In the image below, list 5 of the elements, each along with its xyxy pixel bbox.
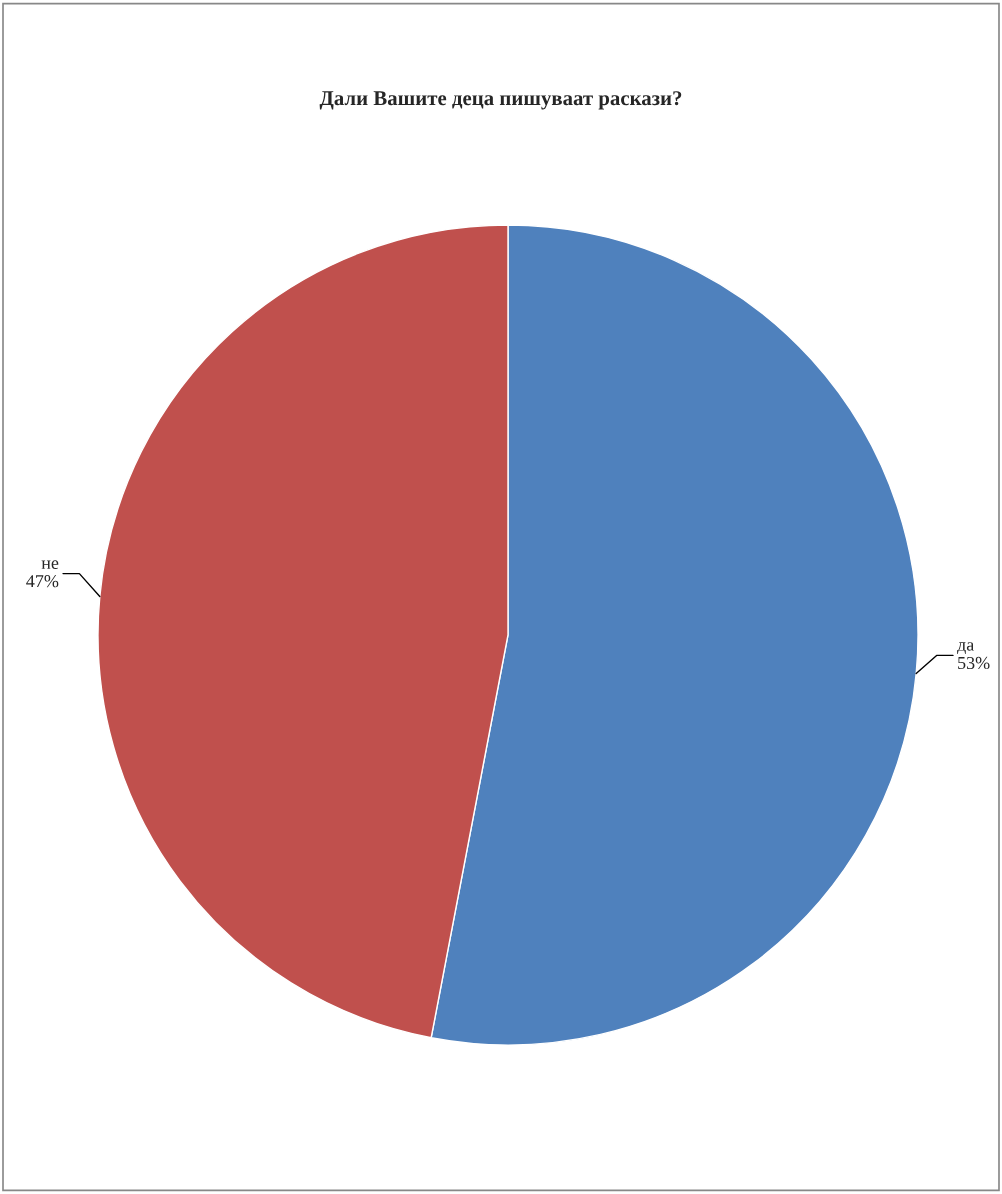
data-label: 47% xyxy=(26,575,59,588)
slice-label: да xyxy=(957,642,975,655)
chart-title: Дали Вашите деца пишуваат раскази? xyxy=(319,91,682,110)
data-label: 53% xyxy=(958,656,990,670)
slice-label: не xyxy=(41,560,59,569)
